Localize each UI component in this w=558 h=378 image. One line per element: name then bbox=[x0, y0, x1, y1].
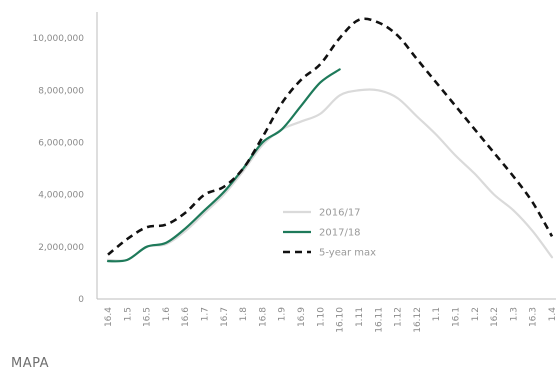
x-tick-label: 16.3 bbox=[529, 307, 539, 327]
x-tick-label: 16.2 bbox=[490, 307, 500, 327]
legend-label-2016-17: 2016/17 bbox=[319, 208, 361, 219]
x-tick-label: 16.10 bbox=[336, 307, 346, 333]
y-tick-label: 6,000,000 bbox=[38, 138, 84, 148]
x-tick-label: 16.7 bbox=[220, 307, 230, 327]
x-tick-label: 1.10 bbox=[316, 307, 326, 327]
chart-legend: 2016/17 2017/18 5-year max bbox=[283, 208, 376, 259]
y-tick-label: 4,000,000 bbox=[38, 191, 84, 201]
y-tick-label: 2,000,000 bbox=[38, 243, 84, 253]
x-tick-label: 1.6 bbox=[162, 307, 172, 322]
x-tick-label: 16.6 bbox=[181, 307, 191, 327]
x-tick-label: 1.8 bbox=[239, 307, 249, 322]
x-tick-label: 1.2 bbox=[471, 307, 481, 321]
source-label: MAPA bbox=[11, 356, 50, 371]
series-line-2016-17 bbox=[106, 88, 554, 262]
x-tick-label: 16.8 bbox=[258, 307, 268, 327]
x-tick-labels: 16.4 1.5 16.5 1.6 16.6 1.7 16.7 1.8 16.8 1.9 16.9 1… bbox=[104, 307, 558, 333]
x-tick-label: 16.4 bbox=[104, 307, 114, 327]
x-tick-label: 16.12 bbox=[413, 307, 423, 333]
x-tick-label: 16.11 bbox=[374, 307, 384, 333]
chart-axes bbox=[96, 12, 556, 300]
x-tick-label: 1.3 bbox=[509, 307, 519, 321]
y-tick-label: 8,000,000 bbox=[38, 86, 84, 96]
series-layer bbox=[106, 17, 554, 263]
x-tick-label: 16.9 bbox=[297, 307, 307, 327]
x-tick-label: 1.9 bbox=[278, 307, 288, 322]
x-tick-label: 16.5 bbox=[143, 307, 153, 327]
y-tick-label: 10,000,000 bbox=[32, 34, 84, 44]
x-tick-label: 1.11 bbox=[355, 307, 365, 327]
x-tick-label: 1.7 bbox=[201, 307, 211, 321]
x-tick-label: 1.4 bbox=[548, 307, 558, 322]
x-tick-label: 1.12 bbox=[394, 307, 404, 327]
y-tick-label: 0 bbox=[78, 295, 84, 305]
x-tick-label: 1.5 bbox=[123, 307, 133, 321]
x-tick-label: 16.1 bbox=[451, 307, 461, 327]
x-tick-label: 1.1 bbox=[432, 307, 442, 321]
y-tick-labels: 0 2,000,000 4,000,000 6,000,000 8,000,000 10,… bbox=[32, 34, 84, 305]
series-line-2017-18 bbox=[106, 68, 341, 263]
series-line-5-year-max bbox=[107, 17, 554, 256]
legend-label-5-year-max: 5-year max bbox=[319, 248, 376, 259]
legend-label-2017-18: 2017/18 bbox=[319, 228, 361, 239]
